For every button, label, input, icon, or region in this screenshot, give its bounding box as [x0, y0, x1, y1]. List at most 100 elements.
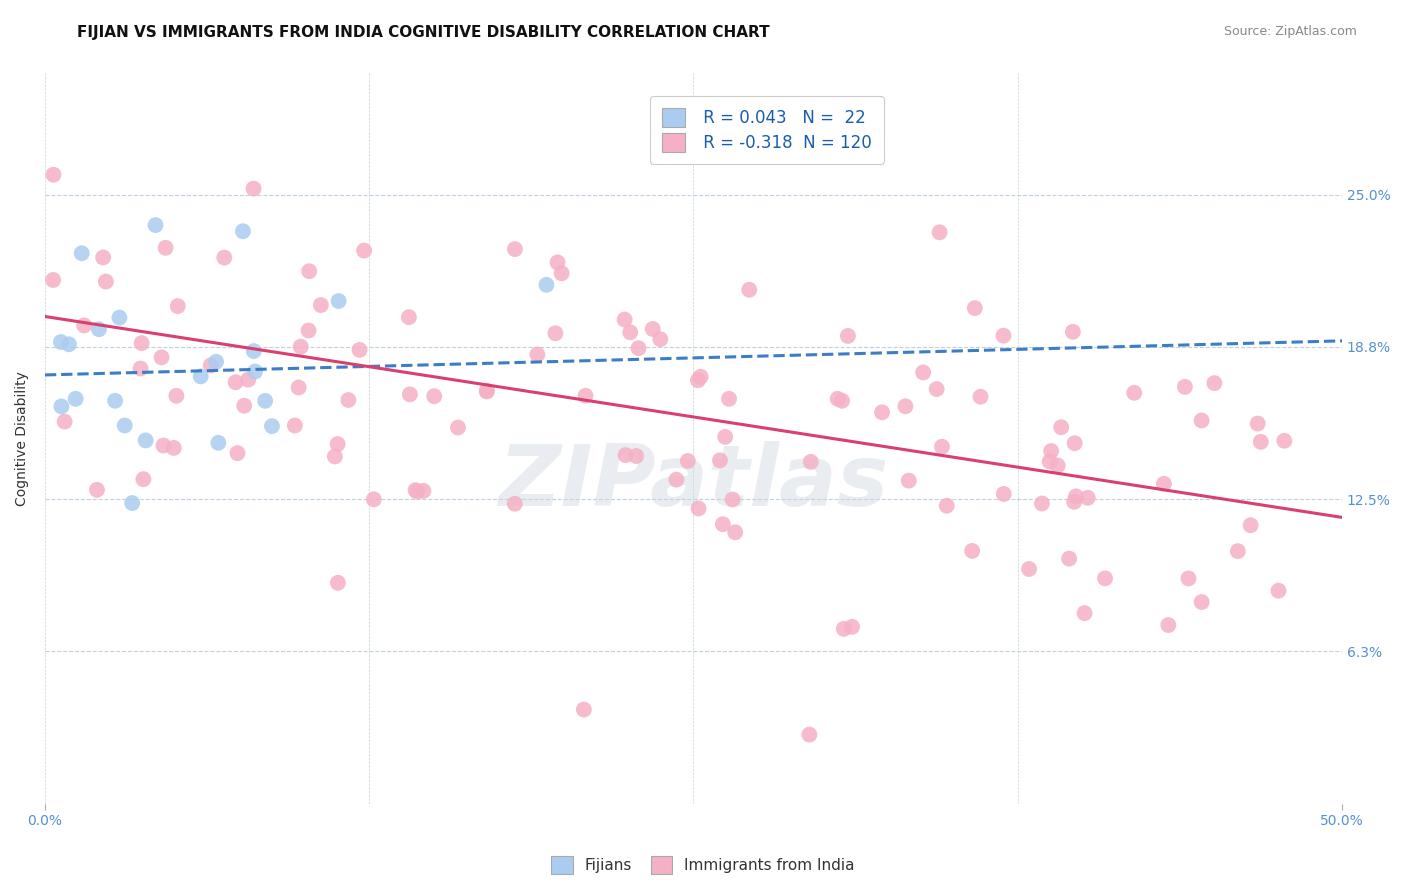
Point: [145, 218, 167, 232]
Point: [1077, 491, 1099, 505]
Point: [86, 483, 108, 497]
Point: [152, 438, 174, 452]
Point: [326, 575, 349, 590]
Legend:  R = 0.043   N =  22,  R = -0.318  N = 120: R = 0.043 N = 22, R = -0.318 N = 120: [650, 96, 884, 163]
Point: [1204, 376, 1226, 390]
Point: [165, 389, 187, 403]
Point: [912, 366, 935, 380]
Text: Source: ZipAtlas.com: Source: ZipAtlas.com: [1223, 25, 1357, 38]
Point: [447, 420, 470, 434]
Point: [398, 310, 420, 325]
Point: [132, 472, 155, 486]
Point: [925, 382, 948, 396]
Point: [1272, 434, 1295, 448]
Point: [287, 380, 309, 394]
Point: [121, 496, 143, 510]
Point: [800, 455, 823, 469]
Point: [290, 340, 312, 354]
Point: [619, 326, 641, 340]
Legend: Fijians, Immigrants from India: Fijians, Immigrants from India: [546, 850, 860, 880]
Point: [73, 318, 96, 333]
Point: [205, 355, 228, 369]
Point: [135, 434, 157, 448]
Point: [1174, 380, 1197, 394]
Point: [297, 324, 319, 338]
Point: [1073, 606, 1095, 620]
Point: [298, 264, 321, 278]
Point: [53, 415, 76, 429]
Point: [405, 483, 427, 498]
Point: [243, 365, 266, 379]
Point: [627, 341, 650, 355]
Point: [624, 449, 647, 463]
Point: [423, 389, 446, 403]
Point: [163, 441, 186, 455]
Point: [1050, 420, 1073, 434]
Point: [536, 277, 558, 292]
Point: [65, 392, 87, 406]
Point: [1063, 495, 1085, 509]
Point: [309, 298, 332, 312]
Point: [155, 241, 177, 255]
Point: [550, 266, 572, 280]
Point: [897, 474, 920, 488]
Point: [931, 440, 953, 454]
Point: [827, 392, 849, 406]
Point: [104, 393, 127, 408]
Point: [614, 448, 637, 462]
Point: [831, 393, 853, 408]
Point: [166, 299, 188, 313]
Point: [1031, 496, 1053, 510]
Point: [676, 454, 699, 468]
Point: [87, 322, 110, 336]
Point: [226, 446, 249, 460]
Point: [323, 450, 346, 464]
Point: [724, 525, 747, 540]
Point: [963, 301, 986, 315]
Point: [993, 487, 1015, 501]
Point: [503, 497, 526, 511]
Point: [969, 390, 991, 404]
Point: [232, 224, 254, 238]
Point: [1018, 562, 1040, 576]
Point: [214, 251, 236, 265]
Point: [650, 332, 672, 346]
Point: [1267, 583, 1289, 598]
Point: [51, 400, 73, 414]
Point: [475, 384, 498, 399]
Text: ZIPatlas: ZIPatlas: [498, 441, 889, 524]
Point: [1226, 544, 1249, 558]
Point: [150, 351, 173, 365]
Point: [832, 622, 855, 636]
Point: [1039, 454, 1062, 468]
Point: [894, 399, 917, 413]
Point: [1046, 458, 1069, 473]
Point: [242, 344, 264, 359]
Point: [1153, 476, 1175, 491]
Point: [837, 329, 859, 343]
Point: [399, 387, 422, 401]
Point: [326, 437, 349, 451]
Point: [613, 312, 636, 326]
Point: [114, 418, 136, 433]
Point: [503, 242, 526, 256]
Point: [284, 418, 307, 433]
Point: [721, 492, 744, 507]
Point: [1191, 413, 1213, 427]
Point: [254, 393, 277, 408]
Point: [1094, 571, 1116, 585]
Point: [108, 310, 131, 325]
Point: [1177, 571, 1199, 585]
Point: [1250, 434, 1272, 449]
Point: [572, 702, 595, 716]
Point: [70, 246, 93, 260]
Point: [353, 244, 375, 258]
Point: [1239, 518, 1261, 533]
Point: [574, 389, 596, 403]
Point: [91, 251, 114, 265]
Point: [993, 328, 1015, 343]
Point: [475, 384, 498, 398]
Point: [49, 334, 72, 349]
Point: [709, 453, 731, 467]
Y-axis label: Cognitive Disability: Cognitive Disability: [15, 371, 30, 506]
